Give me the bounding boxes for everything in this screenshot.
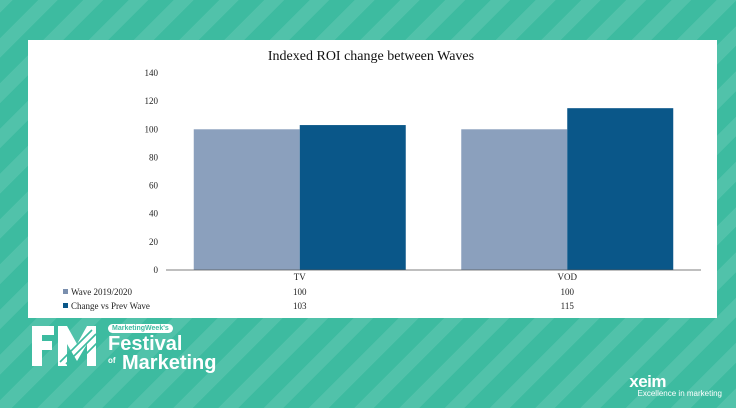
marketing-wordmark: Marketing — [122, 352, 217, 374]
chart-svg: Indexed ROI change between Waves 0 20 40 60… — [63, 49, 701, 311]
chart-panel: Indexed ROI change between Waves 0 20 40 60… — [28, 40, 717, 318]
data-table-value: 115 — [561, 301, 575, 311]
y-tick-label: 140 — [145, 68, 159, 78]
legend-label: Change vs Prev Wave — [71, 301, 150, 311]
chart-title: Indexed ROI change between Waves — [268, 49, 474, 64]
y-tick-label: 120 — [145, 96, 159, 106]
y-tick-label: 0 — [154, 265, 159, 275]
data-table-value: 100 — [293, 287, 307, 297]
y-tick-label: 40 — [149, 209, 159, 219]
bar — [299, 125, 406, 270]
xeim-logo: xeim Excellence in marketing — [614, 372, 724, 404]
xeim-tagline: Excellence in marketing — [637, 389, 722, 398]
xeim-wordmark: xeim — [629, 372, 666, 391]
data-table: TV VOD Wave 2019/2020 100 100 Change vs Prev … — [63, 272, 577, 311]
festival-of-marketing-logo: MarketingWeek's Festival of Marketing — [30, 322, 230, 374]
legend-swatch — [63, 289, 68, 294]
bar-area — [193, 108, 674, 270]
bar — [567, 108, 674, 270]
y-axis: 0 20 40 60 80 100 120 140 — [145, 68, 159, 275]
y-tick-label: 20 — [149, 237, 159, 247]
legend-swatch — [63, 303, 68, 308]
fm-monogram-icon — [32, 326, 99, 367]
y-tick-label: 100 — [145, 124, 159, 134]
bar — [193, 129, 300, 270]
festival-of-text: of — [108, 356, 116, 365]
legend-label: Wave 2019/2020 — [71, 287, 133, 297]
category-label: TV — [294, 272, 306, 282]
y-tick-label: 60 — [149, 181, 159, 191]
data-table-value: 100 — [561, 287, 575, 297]
marketing-week-badge: MarketingWeek's — [108, 324, 173, 333]
festival-wordmark: Festival — [108, 333, 183, 355]
y-tick-label: 80 — [149, 152, 159, 162]
bar — [461, 129, 568, 270]
data-table-value: 103 — [293, 301, 307, 311]
category-label: VOD — [558, 272, 578, 282]
